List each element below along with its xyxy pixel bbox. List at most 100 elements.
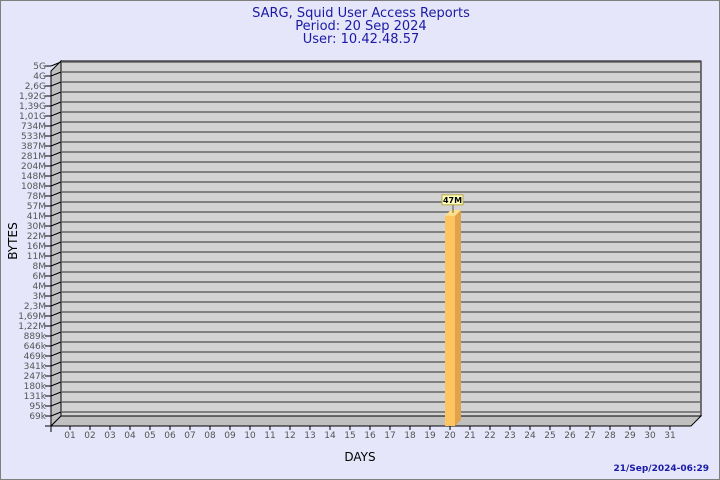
x-tick-label: 10 xyxy=(244,431,256,441)
x-tick-label: 11 xyxy=(264,431,275,441)
plot-floor xyxy=(49,415,703,427)
y-tick-diagonal xyxy=(50,131,62,137)
y-tick-diagonal xyxy=(50,401,62,407)
y-tick-diagonal xyxy=(50,381,62,387)
y-tick-label: 6M xyxy=(33,272,47,282)
y-tick-diagonal xyxy=(50,371,62,377)
y-tick-label: 180k xyxy=(24,382,47,392)
y-tick-label: 1,92G xyxy=(19,92,46,102)
y-tick-label: 78M xyxy=(27,192,46,202)
x-tick-label: 25 xyxy=(544,431,555,441)
y-tick-diagonal xyxy=(50,281,62,287)
y-tick-label: 30M xyxy=(27,222,46,232)
y-tick-diagonal xyxy=(50,111,62,117)
y-tick-label: 41M xyxy=(27,212,46,222)
bar-value-label: 47M xyxy=(443,196,462,205)
y-axis-label: BYTES xyxy=(6,222,20,259)
y-tick-label: 16M xyxy=(27,242,46,252)
y-tick-label: 734M xyxy=(21,122,46,132)
y-tick-diagonal xyxy=(50,81,62,87)
y-tick-diagonal xyxy=(50,361,62,367)
x-tick-label: 31 xyxy=(664,431,675,441)
y-tick-diagonal xyxy=(50,221,62,227)
y-tick-label: 4G xyxy=(33,72,46,82)
y-tick-label: 1,69M xyxy=(18,312,46,322)
x-tick-label: 06 xyxy=(164,431,176,441)
y-tick-diagonal xyxy=(50,261,62,267)
y-tick-label: 646k xyxy=(24,342,47,352)
y-tick-diagonal xyxy=(50,211,62,217)
x-tick-label: 16 xyxy=(364,431,376,441)
y-tick-label: 4M xyxy=(33,282,47,292)
x-tick-label: 05 xyxy=(144,431,155,441)
y-tick-label: 341k xyxy=(24,362,47,372)
y-tick-diagonal xyxy=(50,161,62,167)
y-tick-label: 131k xyxy=(24,392,47,402)
y-tick-diagonal xyxy=(50,121,62,127)
x-tick-label: 08 xyxy=(204,431,216,441)
x-tick-label: 22 xyxy=(484,431,495,441)
y-tick-label: 95k xyxy=(29,402,46,412)
y-tick-label: 533M xyxy=(21,132,46,142)
bar-day-20 xyxy=(445,215,455,426)
x-tick-label: 15 xyxy=(344,431,355,441)
y-tick-diagonal xyxy=(50,201,62,207)
y-tick-diagonal xyxy=(50,91,62,97)
y-tick-label: 469k xyxy=(24,352,47,362)
y-tick-diagonal xyxy=(50,191,62,197)
y-tick-label: 5G xyxy=(33,62,46,72)
y-tick-diagonal xyxy=(50,171,62,177)
y-tick-diagonal xyxy=(50,241,62,247)
y-tick-label: 889k xyxy=(24,332,47,342)
y-tick-diagonal xyxy=(50,231,62,237)
y-tick-label: 387M xyxy=(21,142,46,152)
chart-user: User: 10.42.48.57 xyxy=(303,32,419,47)
y-tick-label: 204M xyxy=(21,162,46,172)
y-tick-diagonal xyxy=(50,61,62,67)
y-tick-diagonal xyxy=(50,321,62,327)
y-tick-diagonal xyxy=(50,141,62,147)
y-tick-diagonal xyxy=(50,101,62,107)
y-tick-diagonal xyxy=(50,151,62,157)
y-tick-diagonal xyxy=(50,71,62,77)
y-tick-diagonal xyxy=(50,351,62,357)
generated-timestamp: 21/Sep/2024-06:29 xyxy=(613,464,709,474)
x-tick-label: 19 xyxy=(424,431,436,441)
y-tick-diagonal xyxy=(50,291,62,297)
x-tick-label: 29 xyxy=(624,431,636,441)
y-tick-label: 1,01G xyxy=(19,112,46,122)
x-tick-label: 17 xyxy=(384,431,395,441)
y-tick-label: 1,22M xyxy=(18,322,46,332)
x-tick-label: 01 xyxy=(64,431,75,441)
chart-title: SARG, Squid User Access Reports xyxy=(252,6,470,21)
y-tick-diagonal xyxy=(50,311,62,317)
x-tick-label: 14 xyxy=(324,431,336,441)
x-tick-label: 13 xyxy=(304,431,315,441)
x-tick-label: 30 xyxy=(644,431,656,441)
y-tick-diagonal xyxy=(50,391,62,397)
x-axis-label: DAYS xyxy=(344,450,375,464)
x-tick-label: 02 xyxy=(84,431,95,441)
y-tick-label: 22M xyxy=(27,232,46,242)
y-tick-diagonal xyxy=(50,181,62,187)
y-tick-label: 2,3M xyxy=(24,302,46,312)
y-tick-label: 1,39G xyxy=(19,102,46,112)
y-tick-label: 108M xyxy=(21,182,46,192)
x-tick-label: 04 xyxy=(124,431,136,441)
y-tick-diagonal xyxy=(50,411,62,417)
y-tick-label: 247k xyxy=(24,372,47,382)
x-tick-label: 03 xyxy=(104,431,115,441)
y-tick-label: 148M xyxy=(21,172,46,182)
x-tick-label: 21 xyxy=(464,431,475,441)
x-tick-label: 18 xyxy=(404,431,416,441)
x-tick-label: 12 xyxy=(284,431,295,441)
x-tick-label: 07 xyxy=(184,431,195,441)
x-tick-label: 28 xyxy=(604,431,616,441)
bar-side-day-20 xyxy=(455,209,461,426)
x-tick-label: 27 xyxy=(584,431,595,441)
y-tick-label: 57M xyxy=(27,202,46,212)
x-tick-label: 20 xyxy=(444,431,456,441)
y-tick-diagonal xyxy=(50,251,62,257)
